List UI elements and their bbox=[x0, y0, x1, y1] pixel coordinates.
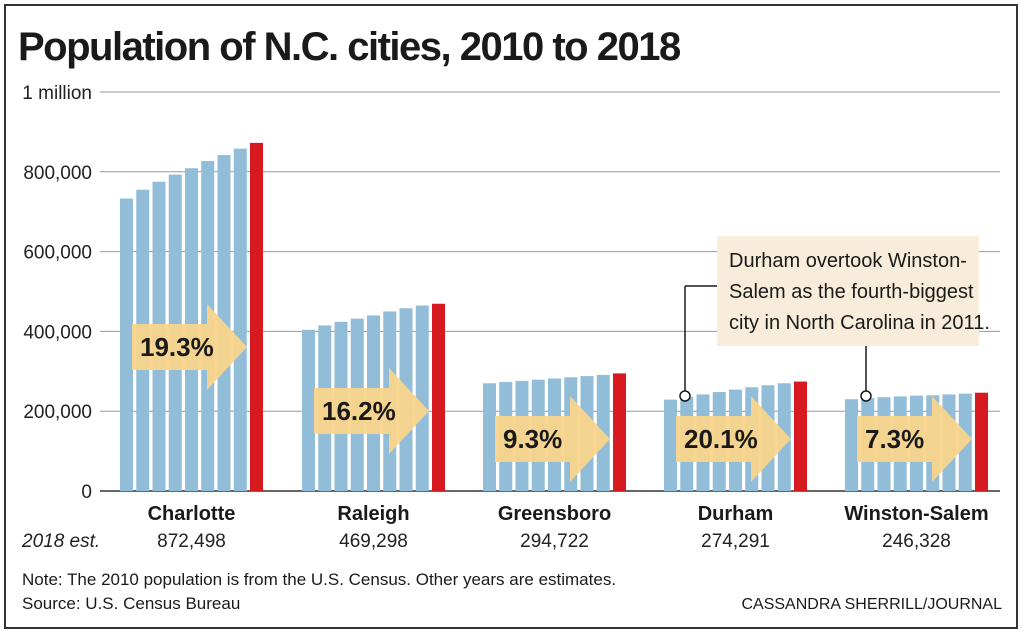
growth-label: 20.1% bbox=[684, 424, 758, 454]
y-axis-ticks: 0 200,000 400,000 600,000 800,000 1 million bbox=[22, 83, 92, 503]
bar bbox=[483, 383, 496, 491]
growth-arrow bbox=[676, 396, 791, 482]
y-tick-label: 200,000 bbox=[23, 402, 92, 423]
bar bbox=[432, 303, 445, 491]
y-tick-label: 800,000 bbox=[23, 163, 92, 184]
footer-credit: CASSANDRA SHERRILL/JOURNAL bbox=[741, 596, 1002, 613]
y-tick-label: 1 million bbox=[22, 83, 92, 104]
city-name: Raleigh bbox=[337, 503, 409, 525]
growth-arrow bbox=[314, 368, 429, 454]
city-population: 469,298 bbox=[339, 531, 408, 552]
callout-marker bbox=[679, 390, 691, 402]
footer-note: Note: The 2010 population is from the U.… bbox=[22, 570, 616, 589]
city-name: Winston-Salem bbox=[844, 503, 988, 525]
growth-label: 7.3% bbox=[865, 424, 924, 454]
bar bbox=[120, 198, 133, 491]
bar bbox=[794, 381, 807, 491]
bar bbox=[302, 329, 315, 491]
city-bar-group bbox=[120, 142, 263, 492]
callout-box bbox=[717, 236, 979, 346]
city-name: Charlotte bbox=[148, 503, 236, 525]
city-population: 274,291 bbox=[701, 531, 770, 552]
growth-arrow bbox=[857, 396, 972, 482]
bar bbox=[250, 142, 263, 491]
y-tick-label: 400,000 bbox=[23, 322, 92, 343]
growth-arrows: 19.3% 16.2% 9.3% 20.1% 7.3% bbox=[132, 304, 972, 482]
city-name: Greensboro bbox=[498, 503, 611, 525]
bar bbox=[664, 399, 677, 491]
bar bbox=[613, 373, 626, 491]
bar bbox=[415, 305, 429, 491]
growth-label: 16.2% bbox=[322, 396, 396, 426]
growth-arrow bbox=[495, 396, 610, 482]
callout-marker bbox=[860, 390, 872, 402]
callout-text-line: Salem as the fourth-biggest bbox=[729, 281, 974, 303]
growth-label: 9.3% bbox=[503, 424, 562, 454]
annotation-callout: Durham overtook Winston- Salem as the fou… bbox=[679, 236, 990, 402]
footer-source: Source: U.S. Census Bureau bbox=[22, 594, 240, 613]
city-population: 294,722 bbox=[520, 531, 589, 552]
growth-arrow bbox=[132, 304, 247, 390]
callout-text-line: Durham overtook Winston- bbox=[729, 250, 967, 272]
chart-title: Population of N.C. cities, 2010 to 2018 bbox=[18, 25, 681, 69]
city-labels: Charlotte 872,498 Raleigh 469,298 Greensboro… bbox=[148, 503, 989, 552]
estimate-label: 2018 est. bbox=[21, 531, 100, 552]
city-name: Durham bbox=[698, 503, 774, 525]
city-population: 246,328 bbox=[882, 531, 951, 552]
bar bbox=[845, 399, 858, 491]
growth-label: 19.3% bbox=[140, 332, 214, 362]
y-tick-label: 0 bbox=[81, 482, 92, 503]
callout-text-line: city in North Carolina in 2011. bbox=[729, 312, 990, 334]
y-tick-label: 600,000 bbox=[23, 243, 92, 264]
bar bbox=[975, 392, 988, 491]
bar bbox=[233, 148, 247, 491]
city-population: 872,498 bbox=[157, 531, 226, 552]
